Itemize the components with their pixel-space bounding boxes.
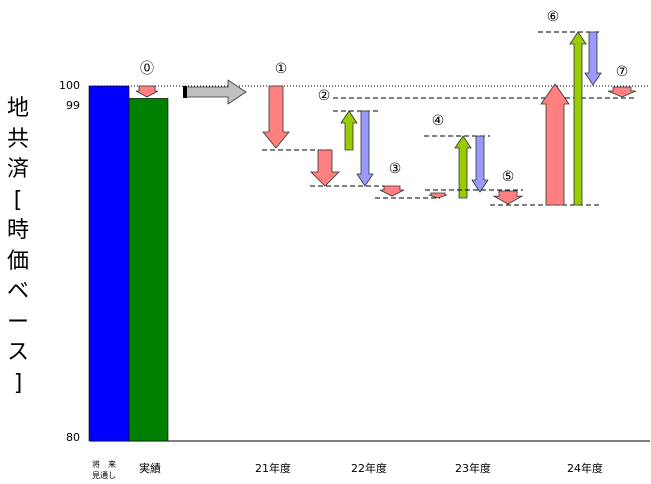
marker-2: ② bbox=[318, 88, 331, 104]
x-label-line: 将 来 bbox=[92, 459, 116, 469]
y-axis-label-char: ] bbox=[13, 370, 23, 396]
y-axis-label-char: 済 bbox=[6, 157, 29, 182]
y-axis-label-char: [ bbox=[13, 187, 23, 213]
arrow-1-decrease bbox=[262, 85, 290, 149]
marker-3: ③ bbox=[389, 161, 402, 177]
x-label: 21年度 bbox=[255, 461, 291, 475]
arrow-22-decrease bbox=[310, 149, 340, 187]
arrow-22-increase bbox=[340, 110, 358, 151]
arrow-23-increase bbox=[454, 135, 472, 199]
arrow-3-decrease bbox=[379, 185, 405, 197]
y-axis-label-char: 地 bbox=[6, 96, 29, 121]
y-axis-label-char: 共 bbox=[6, 126, 29, 152]
marker-1: ① bbox=[275, 61, 288, 77]
y-axis-label-char: ー bbox=[6, 309, 29, 335]
y-axis-label-char: ベ bbox=[6, 279, 29, 304]
bar-projection bbox=[88, 85, 130, 442]
marker-5: ⑤ bbox=[502, 169, 515, 185]
transition-arrow bbox=[183, 79, 247, 105]
x-label-line: 見通し bbox=[92, 470, 116, 480]
bar-actual bbox=[128, 98, 169, 442]
marker-7: ⑦ bbox=[616, 64, 629, 80]
arrow-22-offset bbox=[356, 110, 374, 187]
marker-0: ⓪ bbox=[140, 61, 154, 77]
arrow-24-offset bbox=[584, 31, 602, 86]
y-axis-label-char: 時 bbox=[6, 218, 29, 243]
x-label: 23年度 bbox=[455, 461, 491, 475]
y-axis-label-char: ス bbox=[6, 340, 29, 365]
y-axis-label-char: 価 bbox=[6, 248, 29, 274]
arrow-0-decrease bbox=[135, 85, 159, 98]
x-label: 24年度 bbox=[567, 461, 603, 475]
arrow-7-decrease bbox=[607, 86, 637, 98]
marker-4: ④ bbox=[432, 113, 445, 129]
transition-arrow-base bbox=[183, 86, 187, 98]
y-axis-label: 地共済 [ 時価ベース] bbox=[4, 94, 32, 399]
x-label: 22年度 bbox=[351, 461, 387, 475]
arrow-5-decrease bbox=[492, 190, 524, 205]
marker-6: ⑥ bbox=[547, 9, 560, 25]
arrow-23-offset bbox=[471, 135, 489, 193]
arrow-24-decrease bbox=[540, 83, 570, 206]
arrow-23-decrease bbox=[428, 192, 448, 199]
y-tick-label: 80 bbox=[66, 431, 80, 444]
y-tick-label: 99 bbox=[66, 99, 80, 112]
x-label: 実績 bbox=[139, 461, 161, 475]
arrow-24-increase bbox=[569, 31, 587, 206]
y-tick-label: 100 bbox=[59, 79, 80, 92]
